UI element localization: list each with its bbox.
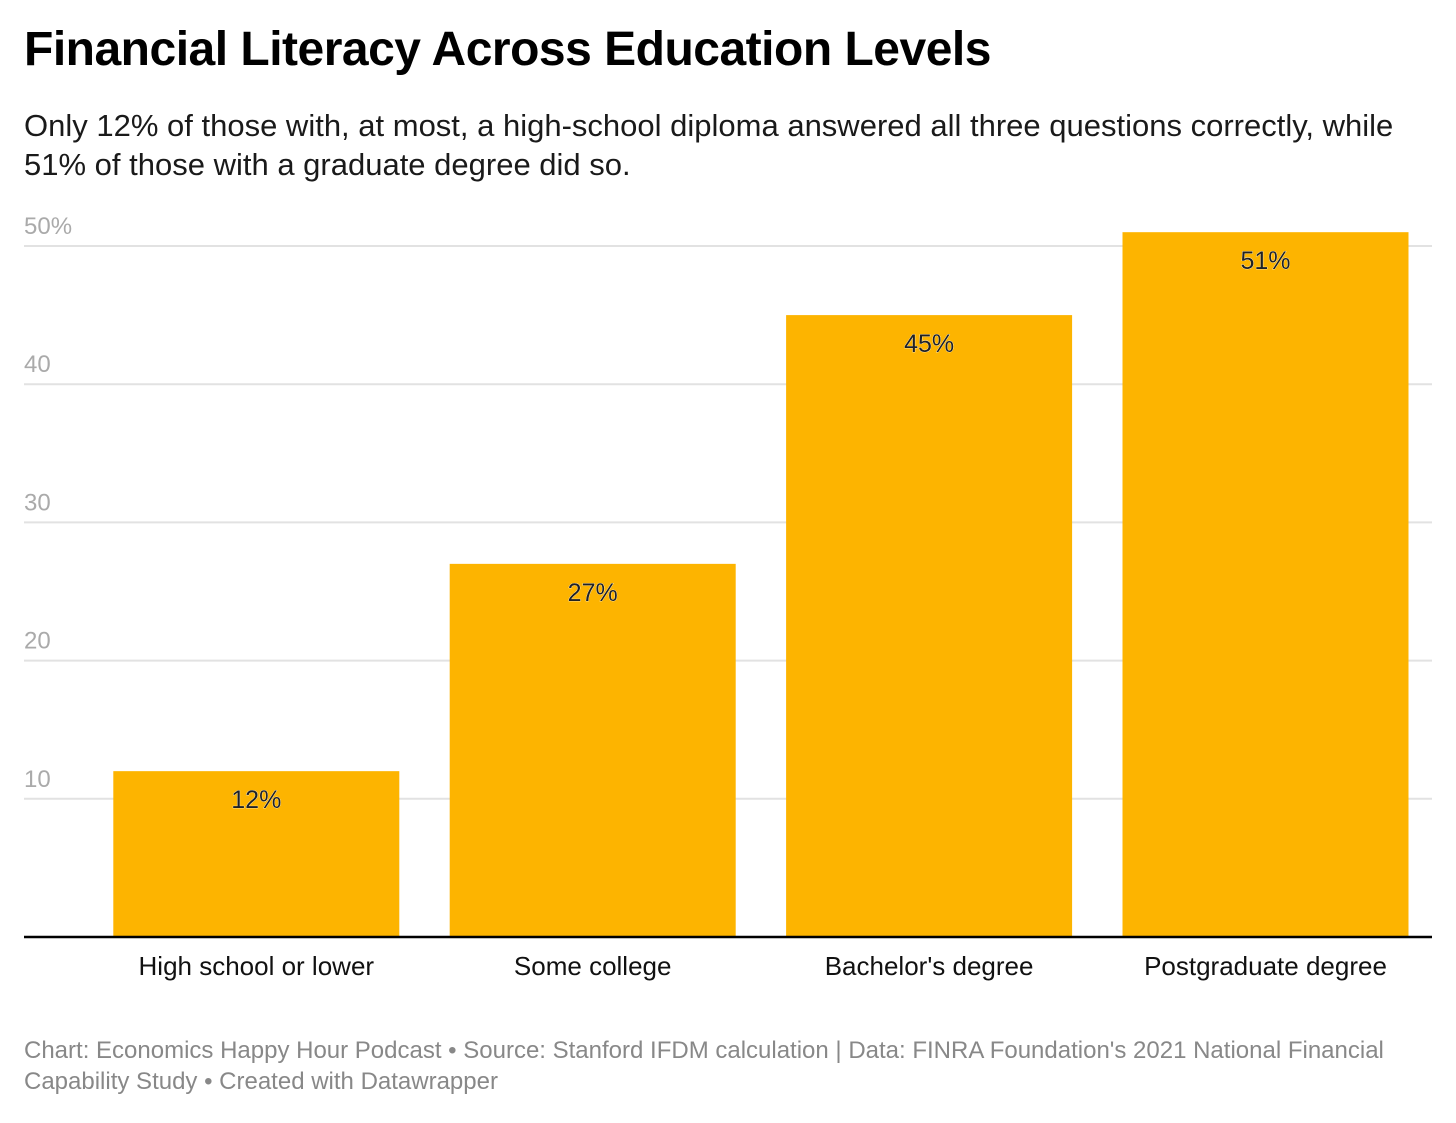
bar-value-label: 45% <box>904 330 954 358</box>
bar <box>449 563 736 937</box>
bar-value-label: 12% <box>231 786 281 814</box>
y-tick-label: 40 <box>24 351 51 378</box>
bar <box>1122 232 1409 937</box>
bar <box>113 771 400 937</box>
chart-subtitle: Only 12% of those with, at most, a high-… <box>24 108 1394 182</box>
x-category-label: Some college <box>514 951 672 981</box>
y-tick-label: 30 <box>24 489 51 516</box>
bar-value-label: 27% <box>568 579 618 607</box>
x-category-label: High school or lower <box>139 951 375 981</box>
y-tick-label: 20 <box>24 628 51 655</box>
chart-title: Financial Literacy Across Education Leve… <box>24 23 991 76</box>
y-tick-label: 50% <box>24 213 72 240</box>
x-category-label: Postgraduate degree <box>1144 951 1387 981</box>
x-category-label: Bachelor's degree <box>825 951 1034 981</box>
bar-chart: 10 20 30 40 50% 12% High school or lower 27% Som… <box>24 213 1432 981</box>
chart-footer: Chart: Economics Happy Hour Podcast • So… <box>24 1037 1384 1095</box>
bar-value-label: 51% <box>1240 247 1290 275</box>
y-tick-label: 10 <box>24 766 51 793</box>
bar <box>786 315 1073 938</box>
